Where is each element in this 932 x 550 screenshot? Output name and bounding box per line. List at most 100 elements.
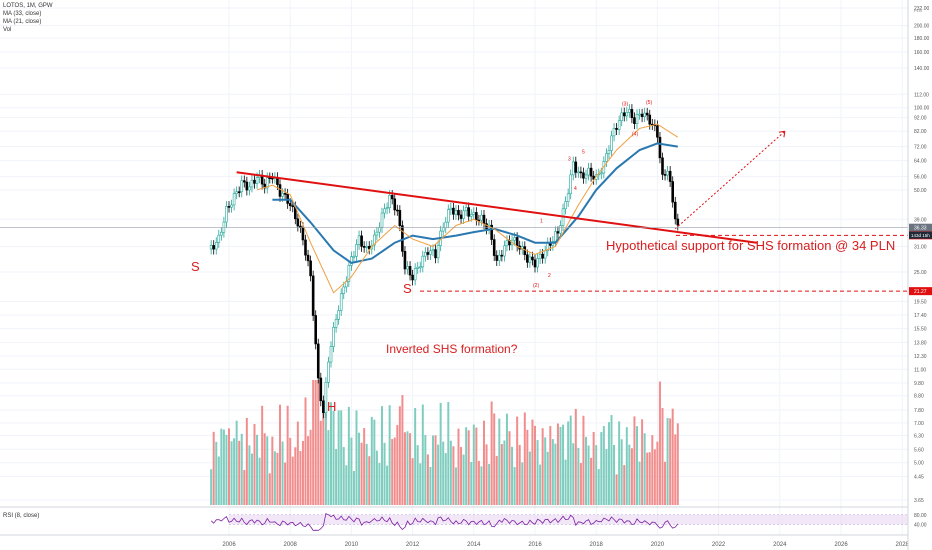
candle-body [668, 170, 672, 182]
volume-bar [378, 462, 381, 505]
volume-bar [505, 413, 508, 505]
candle-body [393, 198, 397, 211]
volume-bar [549, 426, 552, 505]
volume-bar [215, 441, 218, 505]
volume-bar [304, 397, 307, 505]
support-note: Hypothetical support for SHS formation @… [606, 238, 896, 253]
candle-body [398, 210, 402, 226]
volume-bar [409, 433, 412, 505]
y-tick-label: 3.65 [914, 498, 924, 504]
candle-body [615, 128, 618, 130]
ma33-label[interactable]: MA (33, close) [3, 11, 42, 17]
y-tick-label: 5.60 [914, 447, 924, 453]
candle-body [416, 266, 420, 269]
symbol-label[interactable]: LOTOS, 1M, GPW [3, 3, 53, 9]
volume-bar [508, 431, 511, 505]
candle-body [645, 112, 649, 116]
y-tick-label: 11.00 [914, 367, 926, 373]
volume-bar [345, 465, 348, 505]
y-tick-label: 39.00 [914, 217, 927, 223]
volume-bar [556, 423, 559, 505]
price-label-box [909, 287, 932, 296]
wave-label: 1 [540, 218, 543, 224]
volume-bar [523, 412, 526, 505]
candle-body [301, 227, 305, 241]
volume-bar [434, 435, 437, 505]
y-tick-label: 25.00 [914, 270, 927, 276]
volume-bar [572, 443, 575, 505]
volume-bar [235, 420, 238, 505]
wave-label: (2) [533, 283, 539, 289]
candle-body [607, 150, 611, 154]
neckline-trendline [236, 171, 757, 244]
candle-body [334, 319, 338, 328]
volume-bar [620, 439, 623, 505]
x-tick-label: 2024 [773, 542, 787, 548]
volume-bar [391, 439, 394, 505]
candle-body [342, 286, 346, 294]
rsi-label[interactable]: RSI (8, close) [3, 513, 40, 519]
candle-body [599, 172, 603, 175]
candle-body [314, 315, 318, 345]
candle-body [329, 346, 333, 363]
candle-body [360, 235, 363, 247]
volume-bar [671, 408, 674, 505]
candle-body [617, 120, 621, 130]
candle-body [309, 260, 312, 277]
candle-body [332, 327, 335, 347]
volume-bar [554, 443, 557, 505]
volume-bar [289, 437, 292, 505]
y-tick-label: 19.50 [914, 299, 927, 305]
candle-body [385, 207, 389, 210]
candle-body [633, 117, 636, 124]
wave-label: 4 [574, 186, 577, 192]
volume-bar [536, 440, 539, 505]
candle-body [403, 251, 407, 270]
volume-bar [656, 441, 659, 505]
volume-bar [526, 429, 529, 505]
volume-bar [322, 411, 325, 505]
volume-bar [284, 462, 287, 505]
moving-averages [256, 123, 679, 294]
y-tick-label: 31.00 [914, 245, 927, 251]
ma21-label[interactable]: MA (21, close) [3, 19, 42, 25]
shoulder-left-label: S [191, 259, 200, 274]
volume-bar [358, 432, 361, 505]
volume-bar [248, 445, 251, 505]
volume-bar [480, 466, 483, 505]
volume-bar [238, 440, 241, 505]
volume-bar [317, 380, 320, 505]
volume-bar [605, 449, 608, 505]
price-unit-label: PLN [914, 8, 922, 13]
volume-bar [217, 456, 220, 505]
volume-bar [630, 448, 633, 505]
candle-body [612, 128, 616, 137]
candle-body [434, 249, 437, 259]
volume-bar [403, 432, 406, 505]
volume-bar [340, 410, 343, 505]
volume-bar [625, 427, 628, 505]
vol-label[interactable]: Vol [3, 27, 12, 33]
y-tick-label: 92.00 [914, 116, 927, 122]
candle-body [311, 275, 315, 316]
candle-body [630, 109, 634, 118]
volume-bar [342, 447, 345, 505]
volume-bar [324, 396, 327, 505]
volume-bar [442, 441, 445, 505]
volume-bar [370, 416, 373, 505]
volume-bar [602, 426, 605, 505]
x-tick-label: 2022 [712, 542, 726, 548]
candle-body [495, 255, 499, 261]
y-tick-label: 56.00 [914, 174, 927, 180]
volume-bar [250, 453, 253, 505]
x-tick-label: 2018 [590, 542, 604, 548]
candle-body [515, 237, 519, 247]
candle-body [492, 239, 496, 256]
volume-bar [669, 418, 672, 505]
volume-bar [636, 426, 638, 505]
volume-bar [350, 437, 353, 505]
candle-body [339, 293, 343, 311]
volume-bar [613, 444, 616, 505]
candle-body [584, 174, 588, 179]
